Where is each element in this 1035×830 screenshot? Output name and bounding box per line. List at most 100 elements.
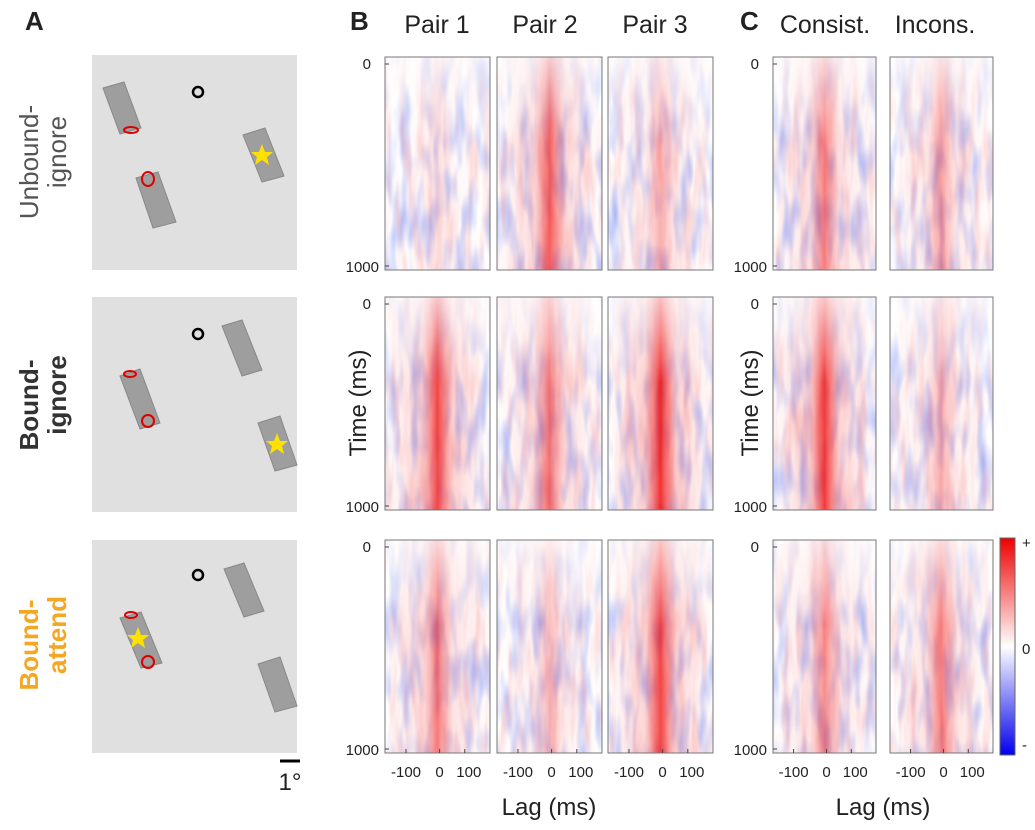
column-title: Incons.	[895, 11, 976, 39]
heatmap-fade	[608, 540, 713, 753]
heatmap-frame	[772, 296, 877, 511]
heatmap-frame	[496, 56, 603, 271]
lag-tick-label: 100	[679, 764, 704, 781]
star	[127, 627, 149, 648]
bar-shape	[221, 319, 263, 377]
lag-tick-label: 100	[568, 764, 593, 781]
heatmap-fade	[890, 540, 993, 753]
row-label-line: Bound-	[14, 360, 44, 451]
stimulus-bg	[92, 297, 297, 512]
colorbar-label: -	[1022, 737, 1027, 754]
x-axis-label: Lag (ms)	[502, 794, 597, 821]
heatmap-frame	[772, 56, 877, 271]
heatmap-frame	[496, 539, 603, 754]
fixation	[191, 327, 205, 341]
heatmap-frame	[496, 296, 603, 511]
time-tick-label: 1000	[734, 742, 767, 759]
lag-tick-label: -100	[614, 764, 644, 781]
end-marker	[123, 370, 137, 378]
column-title: Pair 1	[404, 11, 469, 39]
scale-bar-label: 1°	[279, 769, 302, 796]
lag-tick-label: 100	[456, 764, 481, 781]
bar-shape	[223, 562, 265, 618]
row-label-line: ignore	[42, 116, 72, 188]
heatmap-frame	[889, 296, 994, 511]
lag-tick-label: 100	[960, 764, 985, 781]
panel-label: C	[740, 6, 759, 36]
column-title: Pair 3	[622, 11, 687, 39]
star	[266, 433, 288, 454]
end-marker	[141, 414, 155, 428]
row-label-line: Bound-	[14, 600, 44, 691]
heatmap-frame	[607, 539, 714, 754]
heatmap-fade	[890, 297, 993, 510]
y-axis-label: Time (ms)	[737, 349, 764, 456]
heatmap-frame	[889, 56, 994, 271]
heatmap-fade	[497, 540, 602, 753]
panel-label: B	[350, 6, 369, 36]
fixation	[191, 85, 205, 99]
heatmap-fade	[773, 540, 876, 753]
time-tick-label: 1000	[734, 259, 767, 276]
time-tick-label: 0	[751, 539, 759, 556]
end-marker	[141, 171, 155, 187]
bar-shape	[257, 656, 298, 713]
heatmap-fade	[608, 57, 713, 270]
heatmap-fade	[385, 540, 490, 753]
end-marker	[141, 655, 155, 669]
time-tick-label: 0	[751, 56, 759, 73]
lag-tick-label: -100	[391, 764, 421, 781]
row-label: Bound-ignore	[14, 355, 72, 450]
heatmap-fade	[385, 57, 490, 270]
heatmap-fade	[385, 297, 490, 510]
row-label-line: attend	[42, 596, 72, 674]
time-tick-label: 1000	[346, 259, 379, 276]
lag-tick-label: -100	[779, 764, 809, 781]
panel-label: A	[25, 6, 44, 36]
heatmap-fade	[773, 297, 876, 510]
time-tick-label: 1000	[346, 499, 379, 516]
time-tick-label: 1000	[346, 742, 379, 759]
lag-tick-label: 0	[658, 764, 666, 781]
time-tick-label: 1000	[734, 499, 767, 516]
stimulus-bg	[92, 540, 297, 753]
heatmap-frame	[384, 296, 491, 511]
heatmap-fade	[497, 297, 602, 510]
row-label: Unbound-ignore	[14, 105, 72, 219]
row-label: Bound-attend	[14, 596, 72, 690]
end-marker	[124, 611, 138, 619]
lag-tick-label: 0	[435, 764, 443, 781]
heatmap-frame	[772, 539, 877, 754]
bar-shape	[102, 81, 142, 135]
heatmap-frame	[607, 296, 714, 511]
heatmap-frame	[889, 539, 994, 754]
lag-tick-label: -100	[503, 764, 533, 781]
heatmap-frame	[384, 56, 491, 271]
time-tick-label: 0	[751, 296, 759, 313]
heatmap-frame	[384, 539, 491, 754]
row-label-line: ignore	[42, 355, 72, 434]
heatmap-fade	[608, 297, 713, 510]
stimulus-panels	[92, 55, 300, 763]
time-tick-label: 0	[363, 296, 371, 313]
column-title: Consist.	[780, 11, 870, 39]
time-tick-label: 0	[363, 56, 371, 73]
colorbar-label: 0	[1022, 641, 1030, 658]
star	[251, 144, 273, 165]
heatmap-frame	[607, 56, 714, 271]
fixation	[191, 568, 205, 582]
lag-tick-label: 100	[843, 764, 868, 781]
time-tick-label: 0	[363, 539, 371, 556]
lag-tick-label: 0	[822, 764, 830, 781]
lag-tick-label: 0	[939, 764, 947, 781]
x-axis-label: Lag (ms)	[836, 794, 931, 821]
heatmap-fade	[497, 57, 602, 270]
colorbar	[999, 537, 1016, 756]
heatmap-fade	[773, 57, 876, 270]
colorbar-label: +	[1022, 535, 1031, 552]
end-marker	[123, 126, 139, 134]
lag-tick-label: 0	[547, 764, 555, 781]
heatmap-fade	[890, 57, 993, 270]
lag-tick-label: -100	[896, 764, 926, 781]
